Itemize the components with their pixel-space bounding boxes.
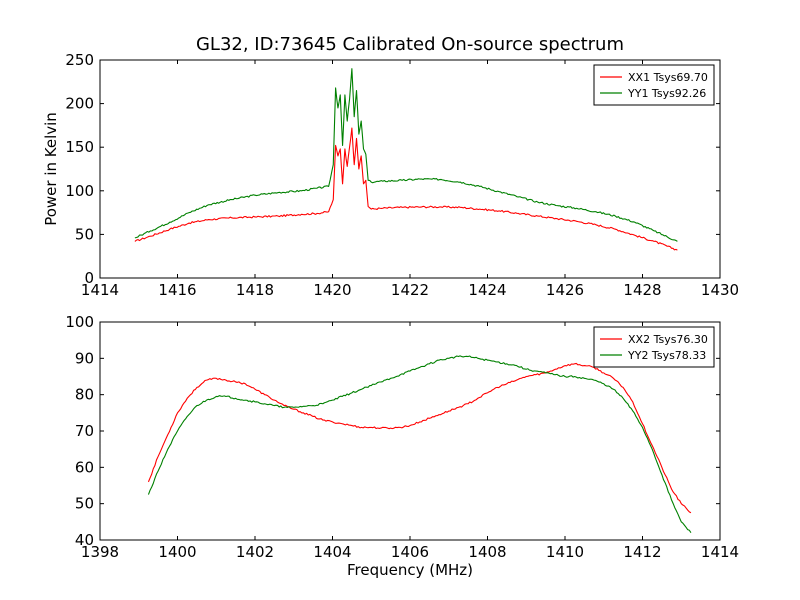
series-line [134, 127, 678, 251]
x-tick-label: 1424 [468, 281, 506, 299]
y-tick-label: 80 [75, 386, 94, 404]
legend: XX2 Tsys76.30 YY2 Tsys78.33 [593, 326, 715, 368]
legend-label: YY1 Tsys92.26 [627, 87, 706, 100]
x-tick-label: 1410 [546, 543, 584, 561]
legend-box [593, 326, 715, 368]
x-tick-label: 1400 [158, 543, 196, 561]
y-tick-label: 250 [65, 51, 94, 69]
legend-label: YY2 Tsys78.33 [627, 349, 706, 362]
y-tick-label: 40 [75, 531, 94, 549]
x-tick-label: 1416 [158, 281, 196, 299]
x-tick-label: 1406 [391, 543, 429, 561]
legend: XX1 Tsys69.70 YY1 Tsys92.26 [593, 64, 715, 106]
y-axis-label: Power in Kelvin [42, 112, 60, 226]
x-tick-label: 1420 [313, 281, 351, 299]
y-tick-label: 150 [65, 138, 94, 156]
x-axis-label: Frequency (MHz) [346, 561, 474, 579]
x-tick-label: 1404 [313, 543, 351, 561]
legend-label: XX2 Tsys76.30 [628, 333, 708, 346]
series-line [134, 68, 678, 242]
x-tick-label: 1428 [623, 281, 661, 299]
y-tick-label: 200 [65, 95, 94, 113]
legend-label: XX1 Tsys69.70 [628, 71, 708, 84]
y-tick-label: 0 [84, 269, 94, 287]
series-line [147, 355, 692, 534]
x-tick-label: 1414 [81, 281, 119, 299]
x-tick-label: 1418 [236, 281, 274, 299]
y-tick-label: 90 [75, 349, 94, 367]
y-tick-label: 100 [65, 182, 94, 200]
x-tick-label: 1402 [236, 543, 274, 561]
x-tick-label: 1422 [391, 281, 429, 299]
top-panel: 1414 1416 1418 1420 1422 1424 1426 1428 1430 0 50 1… [65, 51, 739, 299]
bottom-panel: 1398 1400 1402 1404 1406 1408 1410 1412 1414 40 50… [65, 313, 739, 561]
x-tick-label: 1398 [81, 543, 119, 561]
x-tick-label: 1414 [701, 543, 739, 561]
x-tick-label: 1430 [701, 281, 739, 299]
chart-title: GL32, ID:73645 Calibrated On-source spec… [195, 34, 625, 55]
y-tick-label: 100 [65, 313, 94, 331]
y-tick-label: 50 [75, 225, 94, 243]
x-tick-label: 1408 [468, 543, 506, 561]
x-tick-label: 1426 [546, 281, 584, 299]
y-tick-label: 70 [75, 422, 94, 440]
series-line [147, 362, 692, 514]
x-tick-label: 1412 [623, 543, 661, 561]
y-tick-label: 60 [75, 458, 94, 476]
y-tick-label: 50 [75, 495, 94, 513]
legend-box [593, 64, 715, 106]
